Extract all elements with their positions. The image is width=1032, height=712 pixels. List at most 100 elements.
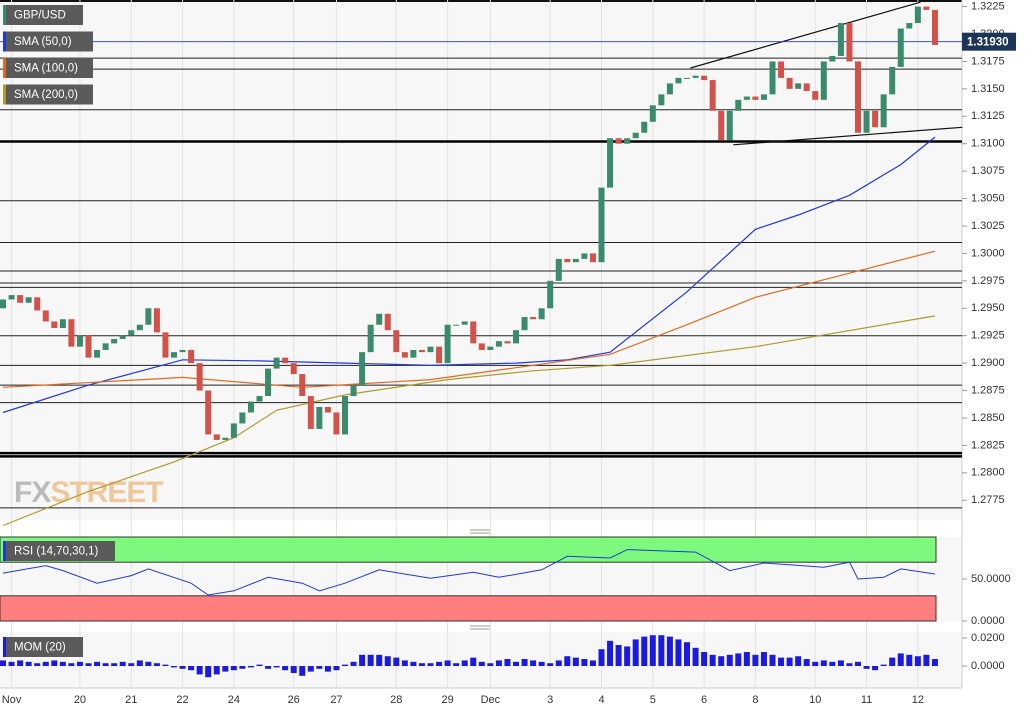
momentum-bar <box>889 657 896 667</box>
candle <box>342 396 348 435</box>
candle <box>299 374 306 397</box>
legend-label: SMA (200,0) <box>14 89 78 101</box>
momentum-bar <box>179 666 186 669</box>
momentum-bar <box>171 666 177 668</box>
candle <box>829 55 836 62</box>
candle <box>222 437 229 440</box>
momentum-bar <box>247 666 254 668</box>
candle <box>8 295 15 300</box>
momentum-bar <box>829 661 836 667</box>
momentum-bar <box>342 664 348 667</box>
momentum-bar <box>393 657 400 667</box>
candle <box>461 321 468 325</box>
legend-item[interactable]: SMA (200,0) <box>3 84 93 105</box>
candle <box>530 317 537 320</box>
candle <box>333 412 340 435</box>
momentum-bar <box>111 663 118 667</box>
legend-item[interactable]: GBP/USD <box>3 5 83 25</box>
candle <box>632 132 639 139</box>
rsi-legend-box <box>3 541 115 561</box>
momentum-bar <box>42 661 49 667</box>
momentum-bar <box>239 666 246 669</box>
candle <box>427 346 434 353</box>
momentum-bar <box>487 663 494 667</box>
candle <box>0 299 6 309</box>
momentum-bar <box>76 661 83 667</box>
candle <box>393 330 400 353</box>
legend-item[interactable]: SMA (50,0) <box>3 31 93 52</box>
candle <box>735 99 742 111</box>
y-tick-label: 1.2900 <box>971 357 1005 369</box>
momentum-bar <box>470 657 477 667</box>
momentum-bar <box>872 666 879 671</box>
candle <box>658 94 665 106</box>
y-tick-label: 1.2825 <box>971 439 1005 451</box>
momentum-bar <box>820 660 827 667</box>
momentum-bar <box>94 661 101 667</box>
rsi-tick-label: 0.0000 <box>971 615 1005 627</box>
momentum-bar <box>752 654 759 667</box>
x-tick-label: 3 <box>547 694 553 706</box>
legend-box <box>3 84 93 105</box>
momentum-bar <box>85 663 92 667</box>
momentum-bar <box>444 660 451 667</box>
momentum-bar <box>649 635 656 667</box>
candle <box>247 401 254 413</box>
candle <box>581 253 588 259</box>
candle <box>436 346 443 364</box>
candle <box>495 341 502 347</box>
momentum-bar <box>795 656 802 667</box>
momentum-bar <box>923 654 930 667</box>
momentum-bar <box>153 663 160 667</box>
watermark-part: FX <box>14 476 51 509</box>
momentum-bar <box>102 663 109 667</box>
y-tick-label: 1.3000 <box>971 247 1005 259</box>
momentum-bar <box>521 659 528 667</box>
momentum-bar <box>931 659 938 667</box>
candle <box>675 77 682 84</box>
panel-handle[interactable] <box>470 625 490 630</box>
momentum-bar <box>743 652 750 667</box>
legend-swatch <box>3 58 6 78</box>
candle <box>290 363 297 375</box>
momentum-bar <box>230 666 237 671</box>
momentum-legend-box <box>3 637 83 657</box>
momentum-bar <box>658 635 665 667</box>
candle <box>743 96 750 100</box>
momentum-bar <box>718 656 725 667</box>
panel-handle[interactable] <box>470 529 490 534</box>
momentum-bar <box>136 660 143 667</box>
candle <box>171 352 177 358</box>
candle <box>701 75 708 81</box>
y-tick-label: 1.2875 <box>971 384 1005 396</box>
candle <box>641 121 648 133</box>
candle <box>17 295 24 303</box>
candle <box>820 61 827 100</box>
momentum-bar <box>914 656 921 667</box>
momentum-bar <box>376 654 383 667</box>
candle <box>119 335 126 339</box>
momentum-bar <box>675 639 682 667</box>
candle <box>752 96 759 100</box>
candle <box>145 308 152 325</box>
momentum-bar <box>8 661 15 667</box>
candle <box>85 335 92 358</box>
momentum-bar <box>17 660 24 667</box>
momentum-bar <box>196 666 203 675</box>
legend-item[interactable]: SMA (100,0) <box>3 58 93 78</box>
x-tick-label: 29 <box>441 694 453 706</box>
candle <box>923 6 930 10</box>
last-price-label: 1.31930 <box>967 37 1009 49</box>
momentum-bar <box>384 656 391 667</box>
x-tick-label: 28 <box>390 694 402 706</box>
legend-box <box>3 5 83 25</box>
candle <box>547 280 554 309</box>
candle <box>589 253 596 263</box>
candle <box>931 9 938 45</box>
candle <box>59 319 66 329</box>
momentum-bar <box>418 663 425 667</box>
momentum-bar <box>367 654 374 667</box>
momentum-bar <box>538 661 545 667</box>
candle <box>453 324 460 326</box>
candle <box>615 138 622 144</box>
